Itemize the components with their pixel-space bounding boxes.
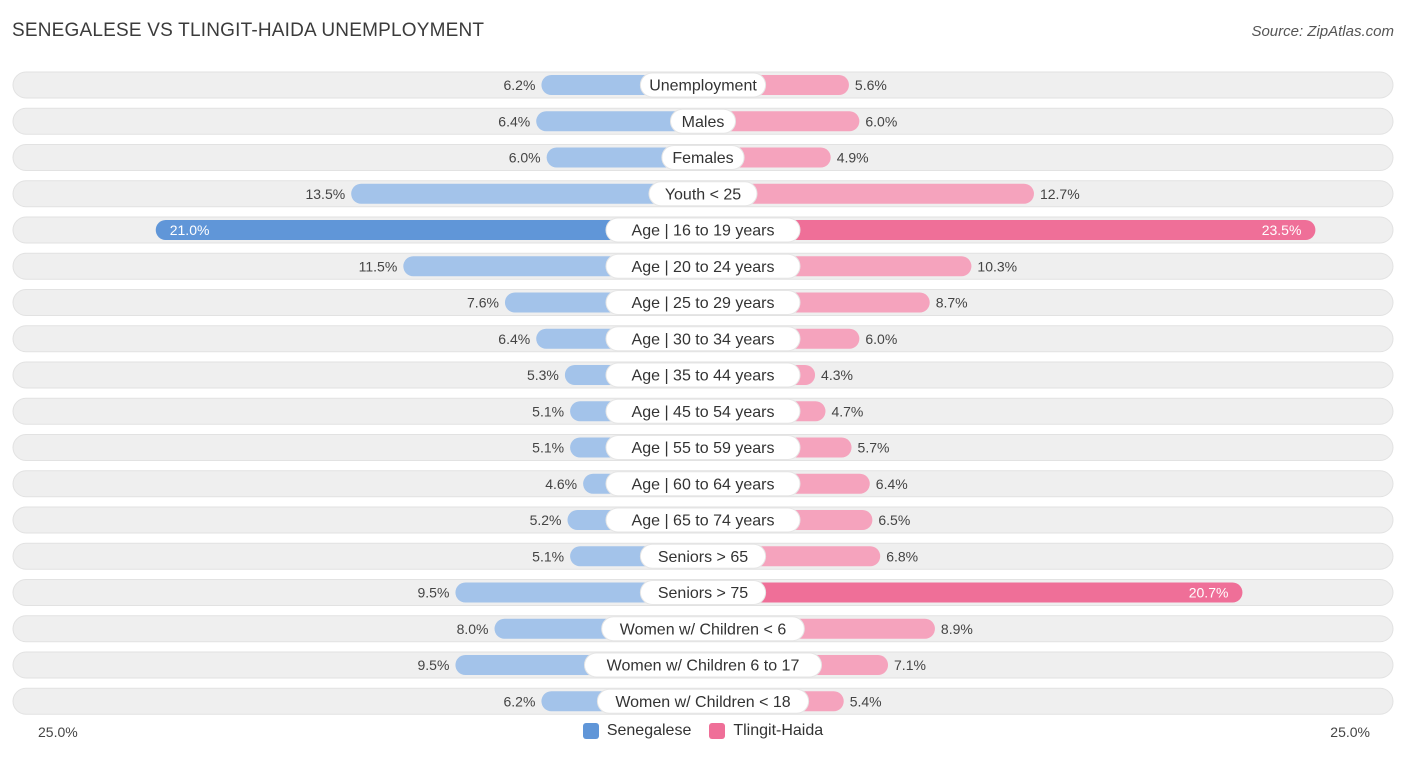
category-label: Age | 60 to 64 years (632, 476, 775, 493)
category-label: Males (682, 114, 725, 131)
category-label: Women w/ Children < 18 (615, 694, 790, 711)
value-label-tlingit-haida: 6.0% (865, 113, 897, 129)
value-label-tlingit-haida: 5.7% (858, 440, 890, 456)
category-pill (605, 290, 801, 315)
legend-swatch-tlingit-haida (709, 723, 726, 739)
value-label-senegalese: 5.3% (527, 367, 559, 383)
value-label-tlingit-haida: 6.5% (878, 512, 910, 528)
category-label: Age | 16 to 19 years (632, 223, 775, 240)
category-label: Youth < 25 (665, 186, 741, 203)
legend: Senegalese Tlingit-Haida (0, 722, 1406, 740)
bar-tlingit-haida (703, 111, 860, 132)
category-label: Seniors > 75 (658, 585, 748, 602)
value-label-senegalese: 6.2% (504, 693, 536, 709)
bar-senegalese (155, 220, 704, 240)
value-label-senegalese: 6.4% (498, 331, 530, 347)
legend-swatch-senegalese (582, 723, 599, 739)
category-pill (584, 652, 822, 678)
axis-left-label: 25.0% (38, 724, 78, 740)
value-label-senegalese: 5.1% (532, 548, 564, 564)
category-label: Age | 65 to 74 years (632, 513, 775, 530)
value-label-senegalese: 6.0% (509, 150, 541, 166)
value-label-senegalese: 6.2% (504, 77, 536, 93)
category-label: Females (672, 150, 733, 167)
category-pill (605, 398, 801, 424)
category-label: Age | 30 to 34 years (632, 331, 775, 348)
axis-right-label: 25.0% (1330, 724, 1370, 740)
value-label-senegalese: 5.1% (532, 440, 564, 456)
value-label-tlingit-haida: 4.3% (821, 367, 853, 383)
value-label-senegalese: 6.4% (498, 113, 530, 129)
source-label: Source: ZipAtlas.com (1251, 23, 1394, 40)
value-label-senegalese: 13.5% (305, 186, 345, 202)
value-label-senegalese: 9.5% (418, 657, 450, 673)
chart-title: SENEGALESE VS TLINGIT-HAIDA UNEMPLOYMENT (12, 20, 485, 41)
category-pill (605, 507, 801, 533)
category-pill (639, 543, 767, 569)
value-label-tlingit-haida: 5.6% (855, 77, 887, 93)
category-pill (605, 217, 801, 243)
category-label: Seniors > 65 (658, 549, 748, 566)
value-label-senegalese: 7.6% (467, 295, 499, 311)
value-label-tlingit-haida: 5.4% (850, 693, 882, 709)
bar-tlingit-haida (703, 183, 1034, 204)
value-label-tlingit-haida: 8.9% (941, 621, 973, 637)
value-label-tlingit-haida: 4.9% (837, 150, 869, 166)
category-pill (596, 688, 810, 714)
value-label-tlingit-haida: 23.5% (1262, 222, 1302, 238)
category-label: Women w/ Children < 6 (620, 621, 787, 638)
value-label-tlingit-haida: 6.4% (876, 476, 908, 492)
value-label-senegalese: 5.1% (532, 403, 564, 419)
legend-label-tlingit-haida: Tlingit-Haida (733, 722, 824, 739)
legend-label-senegalese: Senegalese (606, 722, 692, 739)
value-label-senegalese: 8.0% (457, 621, 489, 637)
legend-item-tlingit-haida[interactable]: Tlingit-Haida (709, 722, 823, 740)
value-label-tlingit-haida: 7.1% (894, 657, 926, 673)
value-label-senegalese: 11.5% (359, 258, 398, 274)
category-pill (605, 471, 801, 497)
category-pill (639, 580, 767, 605)
category-pill (670, 108, 736, 134)
category-pill (601, 616, 805, 642)
bar-tlingit-haida (703, 220, 1316, 240)
category-label: Age | 45 to 54 years (632, 404, 775, 421)
category-label: Age | 20 to 24 years (632, 259, 775, 276)
category-pill (605, 435, 801, 460)
bar-senegalese (351, 183, 703, 204)
legend-item-senegalese[interactable]: Senegalese (582, 722, 692, 740)
value-label-tlingit-haida: 12.7% (1040, 186, 1080, 202)
category-pill (605, 326, 801, 352)
value-label-tlingit-haida: 6.0% (865, 331, 897, 347)
category-label: Age | 35 to 44 years (632, 368, 775, 385)
category-pill (605, 253, 801, 279)
bar-senegalese (536, 111, 703, 132)
value-label-senegalese: 5.2% (530, 512, 562, 528)
value-label-senegalese: 21.0% (170, 222, 210, 238)
category-label: Age | 55 to 59 years (632, 440, 775, 457)
value-label-tlingit-haida: 20.7% (1189, 585, 1229, 601)
value-label-tlingit-haida: 6.8% (886, 548, 918, 564)
value-label-senegalese: 9.5% (418, 585, 450, 601)
value-label-tlingit-haida: 4.7% (831, 403, 863, 419)
value-label-tlingit-haida: 10.3% (977, 258, 1017, 274)
bar-tlingit-haida (703, 582, 1243, 603)
category-pill (639, 72, 767, 98)
category-pill (605, 362, 801, 388)
value-label-tlingit-haida: 8.7% (936, 295, 968, 311)
value-label-senegalese: 4.6% (545, 476, 577, 492)
category-label: Age | 25 to 29 years (632, 295, 775, 312)
category-pill (661, 145, 745, 170)
category-label: Women w/ Children 6 to 17 (607, 658, 800, 675)
category-label: Unemployment (649, 78, 757, 95)
category-pill (648, 181, 758, 207)
